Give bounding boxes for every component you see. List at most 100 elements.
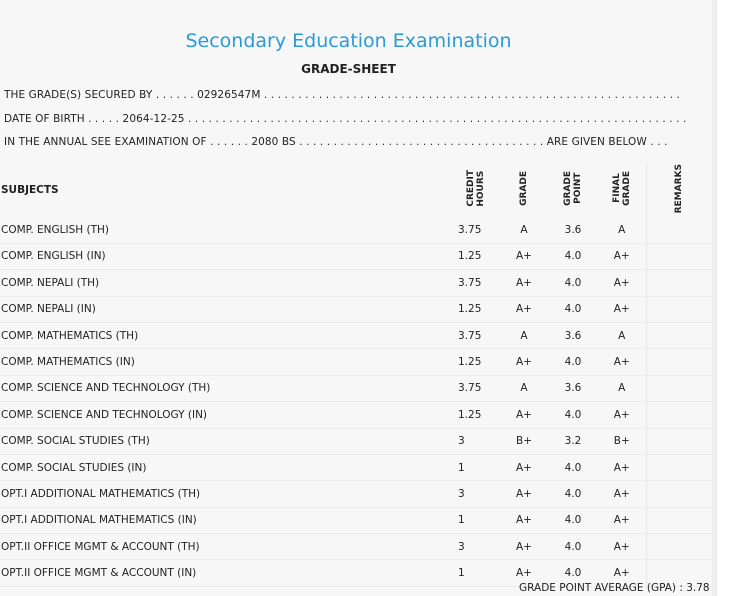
grade-cell: A+	[500, 454, 548, 482]
credit-hours-cell: 1.25	[452, 401, 500, 429]
grade-cell: A+	[500, 533, 548, 561]
final-grade-cell: A+	[598, 401, 646, 429]
grade-point-cell: 4.0	[548, 507, 598, 535]
final-grade-cell: A+	[598, 454, 646, 482]
exam-line: IN THE ANNUAL SEE EXAMINATION OF . . . .…	[4, 136, 668, 148]
remarks-cell	[645, 243, 712, 271]
final-grade-header: FINAL GRADE	[611, 171, 632, 207]
date-of-birth-line: DATE OF BIRTH . . . . . 2064-12-25 . . .…	[4, 113, 687, 125]
table-row: OPT.I ADDITIONAL MATHEMATICS (IN) 1 A+ 4.0 A…	[0, 507, 712, 535]
table-row: COMP. SCIENCE AND TECHNOLOGY (TH) 3.75 A 3.…	[0, 375, 712, 403]
table-row: COMP. MATHEMATICS (IN) 1.25 A+ 4.0 A+	[0, 348, 712, 376]
grade-point-header: GRADE POINT	[563, 171, 583, 207]
remarks-cell	[645, 296, 712, 323]
grade-point-cell: 3.2	[548, 428, 598, 455]
grade-cell: A+	[500, 480, 548, 508]
remarks-cell	[645, 269, 712, 297]
subject-cell: COMP. MATHEMATICS (IN)	[0, 348, 452, 376]
credit-hours-cell: 1.25	[452, 296, 500, 323]
credit-hours-cell: 1.25	[452, 348, 500, 376]
remarks-header: REMARKS	[645, 163, 712, 218]
table-row: OPT.II OFFICE MGMT & ACCOUNT (IN) 1 A+ 4.0 A…	[0, 559, 712, 587]
remarks-cell	[645, 454, 712, 482]
table-row: OPT.II OFFICE MGMT & ACCOUNT (TH) 3 A+ 4.0 A…	[0, 533, 712, 561]
credit-hours-cell: 3	[452, 480, 500, 508]
grade-point-cell: 4.0	[548, 401, 598, 429]
exam-title: Secondary Education Examination	[185, 30, 512, 52]
grade-cell: A+	[500, 507, 548, 535]
grade-point-cell: 4.0	[548, 559, 598, 587]
table-row: COMP. ENGLISH (TH) 3.75 A 3.6 A	[0, 217, 712, 244]
subject-cell: OPT.II OFFICE MGMT & ACCOUNT (IN)	[0, 559, 452, 587]
grade-cell: A+	[500, 559, 548, 587]
credit-hours-header: CREDIT HOURS	[466, 170, 486, 208]
table-row: COMP. ENGLISH (IN) 1.25 A+ 4.0 A+	[0, 243, 712, 271]
remarks-cell	[645, 559, 712, 587]
final-grade-cell: A+	[598, 269, 646, 297]
grade-sheet: Secondary Education Examination GRADE-SH…	[0, 30, 712, 594]
credit-hours-cell: 3.75	[452, 269, 500, 297]
grade-point-cell: 4.0	[548, 533, 598, 561]
remarks-cell	[645, 507, 712, 535]
subject-cell: COMP. MATHEMATICS (TH)	[0, 322, 452, 350]
final-grade-cell: A+	[598, 559, 646, 587]
grade-cell: A+	[500, 348, 548, 376]
table-row: COMP. SCIENCE AND TECHNOLOGY (IN) 1.25 A+ 4…	[0, 401, 712, 429]
page-edge	[712, 0, 717, 596]
credit-hours-cell: 1	[452, 559, 500, 587]
grade-cell: A+	[500, 243, 548, 271]
grade-point-cell: 4.0	[548, 348, 598, 376]
grade-cell: A+	[500, 296, 548, 323]
credit-hours-cell: 3	[452, 533, 500, 561]
credit-hours-cell: 3.75	[452, 322, 500, 350]
grade-point-cell: 3.6	[548, 375, 598, 403]
grade-header: GRADE	[519, 171, 529, 207]
table-header-row: SUBJECTS CREDIT HOURS GRADE GRADE POINT …	[0, 163, 712, 218]
remarks-cell	[645, 428, 712, 455]
final-grade-cell: A+	[598, 296, 646, 323]
remarks-cell	[645, 533, 712, 561]
credit-hours-cell: 1	[452, 507, 500, 535]
subject-cell: OPT.II OFFICE MGMT & ACCOUNT (TH)	[0, 533, 452, 561]
grades-table: SUBJECTS CREDIT HOURS GRADE GRADE POINT …	[0, 163, 712, 587]
remarks-cell	[645, 401, 712, 429]
grade-point-cell: 3.6	[548, 322, 598, 350]
subject-cell: COMP. SOCIAL STUDIES (TH)	[0, 428, 452, 455]
table-row: COMP. SOCIAL STUDIES (IN) 1 A+ 4.0 A+	[0, 454, 712, 482]
sheet-title: GRADE-SHEET	[301, 62, 396, 76]
remarks-cell	[645, 322, 712, 350]
grade-cell: A+	[500, 269, 548, 297]
final-grade-cell: A+	[598, 507, 646, 535]
credit-hours-cell: 3	[452, 428, 500, 455]
subject-cell: COMP. SCIENCE AND TECHNOLOGY (IN)	[0, 401, 452, 429]
grade-cell: A+	[500, 401, 548, 429]
final-grade-cell: A	[598, 217, 646, 244]
gpa-summary: GRADE POINT AVERAGE (GPA) : 3.78	[519, 582, 710, 594]
grade-point-cell: 3.6	[548, 217, 598, 244]
table-row: COMP. MATHEMATICS (TH) 3.75 A 3.6 A	[0, 322, 712, 350]
grade-point-cell: 4.0	[548, 480, 598, 508]
grade-cell: A	[500, 375, 548, 403]
table-row: OPT.I ADDITIONAL MATHEMATICS (TH) 3 A+ 4.0 A…	[0, 480, 712, 508]
grade-point-cell: 4.0	[548, 269, 598, 297]
final-grade-cell: A	[598, 322, 646, 350]
grade-cell: A	[500, 322, 548, 350]
subject-cell: COMP. SOCIAL STUDIES (IN)	[0, 454, 452, 482]
subject-cell: COMP. ENGLISH (TH)	[0, 217, 452, 244]
subject-cell: OPT.I ADDITIONAL MATHEMATICS (IN)	[0, 507, 452, 535]
final-grade-cell: B+	[598, 428, 646, 455]
subject-cell: COMP. ENGLISH (IN)	[0, 243, 452, 271]
credit-hours-cell: 3.75	[452, 217, 500, 244]
subject-cell: COMP. SCIENCE AND TECHNOLOGY (TH)	[0, 375, 452, 403]
grade-point-cell: 4.0	[548, 243, 598, 271]
remarks-cell	[645, 480, 712, 508]
final-grade-cell: A+	[598, 480, 646, 508]
table-row: COMP. NEPALI (TH) 3.75 A+ 4.0 A+	[0, 269, 712, 297]
credit-hours-cell: 3.75	[452, 375, 500, 403]
subject-cell: COMP. NEPALI (IN)	[0, 296, 452, 323]
subject-cell: OPT.I ADDITIONAL MATHEMATICS (TH)	[0, 480, 452, 508]
remarks-cell	[645, 217, 712, 244]
table-row: COMP. SOCIAL STUDIES (TH) 3 B+ 3.2 B+	[0, 428, 712, 455]
grade-point-cell: 4.0	[548, 454, 598, 482]
final-grade-cell: A+	[598, 243, 646, 271]
